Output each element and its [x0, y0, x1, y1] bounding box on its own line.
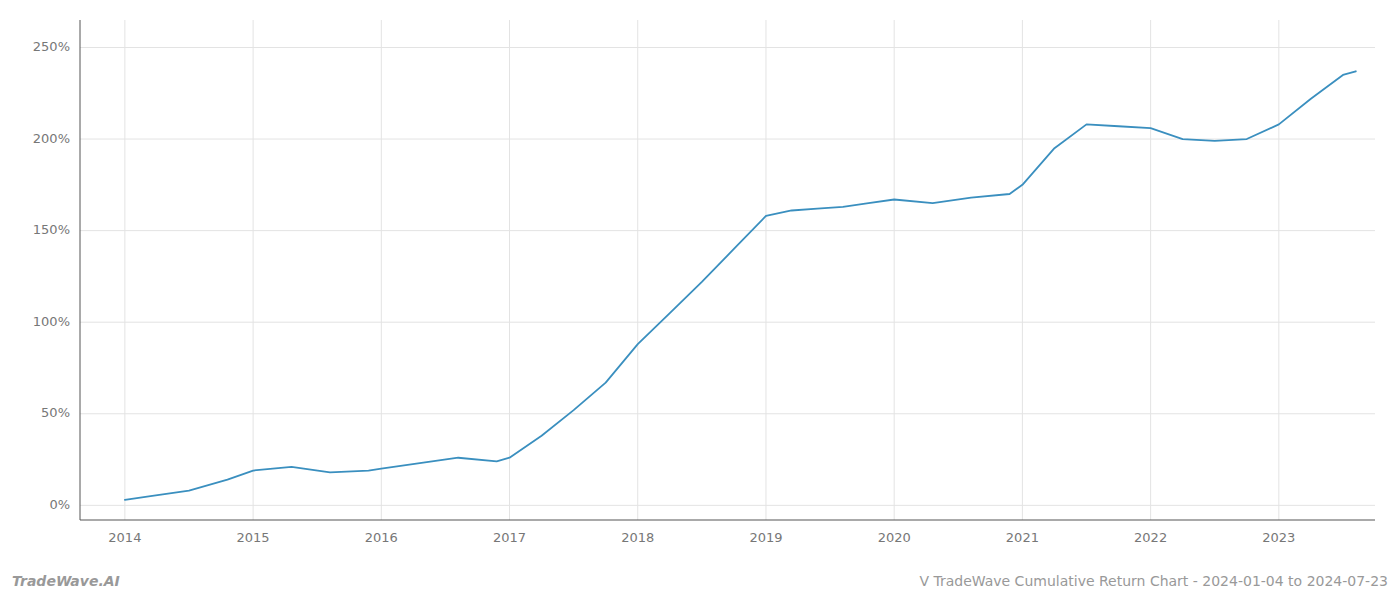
- y-grid-line: [80, 47, 1375, 48]
- x-tick-label: 2023: [1262, 530, 1295, 545]
- y-tick-label: 200%: [33, 131, 70, 146]
- x-grid-line: [1022, 20, 1023, 520]
- y-tick-label: 100%: [33, 314, 70, 329]
- x-grid-line: [1150, 20, 1151, 520]
- grid: [80, 20, 1375, 520]
- x-tick-label: 2014: [108, 530, 141, 545]
- axes: 0% 50% 100% 150% 200% 250% 2014 2015 2016 2017 201…: [33, 20, 1375, 545]
- footer-right-text: V TradeWave Cumulative Return Chart - 20…: [919, 573, 1388, 589]
- x-grid-line: [381, 20, 382, 520]
- data: [125, 71, 1356, 500]
- y-tick-label: 50%: [41, 405, 70, 420]
- x-tick-label: 2016: [365, 530, 398, 545]
- y-grid-line: [80, 322, 1375, 323]
- x-grid-line: [509, 20, 510, 520]
- chart: 0% 50% 100% 150% 200% 250% 2014 2015 2016 2017 201…: [0, 0, 1400, 600]
- y-grid-line: [80, 505, 1375, 506]
- x-tick-label: 2021: [1006, 530, 1039, 545]
- y-tick-label: 150%: [33, 222, 70, 237]
- x-tick-label: 2018: [621, 530, 654, 545]
- x-grid-line: [637, 20, 638, 520]
- x-grid-line: [765, 20, 766, 520]
- x-tick-label: 2019: [749, 530, 782, 545]
- y-tick-label: 0%: [49, 497, 70, 512]
- x-grid-line: [1278, 20, 1279, 520]
- y-grid-line: [80, 413, 1375, 414]
- x-tick-label: 2020: [878, 530, 911, 545]
- x-tick-label: 2015: [237, 530, 270, 545]
- x-grid-line: [253, 20, 254, 520]
- y-grid-line: [80, 230, 1375, 231]
- x-axis-line: [80, 520, 1375, 521]
- y-tick-label: 250%: [33, 39, 70, 54]
- y-axis-line: [80, 20, 81, 520]
- x-grid-line: [894, 20, 895, 520]
- x-tick-label: 2022: [1134, 530, 1167, 545]
- x-grid-line: [124, 20, 125, 520]
- x-tick-label: 2017: [493, 530, 526, 545]
- data-line: [125, 71, 1356, 500]
- footer-left-text: TradeWave.AI: [12, 573, 120, 589]
